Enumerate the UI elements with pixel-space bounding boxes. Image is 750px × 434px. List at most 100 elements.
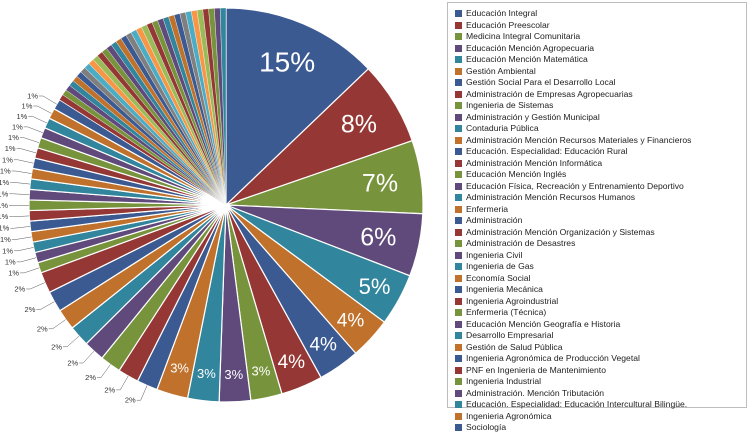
legend-item: Administración de Empresas Agropecuarias <box>455 89 746 101</box>
legend-label: Administración de Desastres <box>466 238 576 248</box>
legend-label: Educación Mención Geografía e Historia <box>466 318 621 329</box>
slice-label-21: 1% <box>8 268 19 277</box>
legend-item: Ingenieria de Sistemas <box>455 100 746 112</box>
slice-label-13: 2% <box>125 396 136 405</box>
slice-label-1: 15% <box>259 47 315 78</box>
legend-item: Ingenieria Mecánica <box>455 284 746 296</box>
legend-swatch <box>455 263 462 271</box>
slice-label-10: 3% <box>224 367 243 382</box>
legend-label: Administración y Gestión Municipal <box>466 111 600 122</box>
legend-label: Economía Social <box>466 272 531 283</box>
leader-line-34 <box>23 126 43 133</box>
legend-label: Educación Mención Matemática <box>466 54 588 64</box>
chart-legend: Educación Integral Educación Preescolar Me… <box>447 2 747 432</box>
legend-item: Ingenieria Agronómica de Producción Vege… <box>455 353 746 365</box>
leader-line-29 <box>10 182 31 185</box>
legend-item: Educación Integral <box>455 8 746 20</box>
slice-label-36: 1% <box>22 102 33 111</box>
legend-label: Administración <box>466 215 523 225</box>
legend-item: Ingenieria Civil <box>455 250 746 262</box>
legend-label: Medicina Integral Comunitaria <box>466 31 581 41</box>
legend-item: Administración <box>455 215 746 227</box>
legend-swatch <box>455 251 462 259</box>
legend-swatch <box>455 424 462 432</box>
slice-label-17: 2% <box>51 342 62 351</box>
legend-label: Ingenieria Civil <box>466 249 523 260</box>
legend-item: Gestión Ambiental <box>455 66 746 78</box>
legend-swatch <box>455 44 462 52</box>
slice-label-9: 3% <box>252 363 271 378</box>
slice-label-23: 1% <box>2 246 13 255</box>
legend-item: Administración de Desastres <box>455 238 746 250</box>
legend-label: Enfermeria (Técnica) <box>466 307 547 317</box>
legend-label: Gestión de Salud Pública <box>466 341 563 352</box>
legend-label: PNF en Ingenieria de Mantenimiento <box>466 364 606 375</box>
legend-label: Gestión Ambiental <box>466 65 536 76</box>
legend-swatch <box>455 217 462 225</box>
legend-label: Administración Mención Organización y Si… <box>466 226 655 237</box>
legend-item: Enfermeria <box>455 204 746 216</box>
leader-line-37 <box>39 95 57 105</box>
legend-swatch <box>455 90 462 98</box>
legend-swatch <box>455 320 462 328</box>
legend-swatch <box>455 309 462 317</box>
slice-label-24: 1% <box>0 235 11 244</box>
slice-label-7: 4% <box>309 334 337 355</box>
legend-item: Sociología <box>455 422 746 434</box>
legend-swatch <box>455 355 462 363</box>
slice-label-27: 1% <box>0 201 8 210</box>
legend-swatch <box>455 194 462 202</box>
legend-swatch <box>455 228 462 236</box>
legend-swatch <box>455 113 462 121</box>
legend-label: Administración. Mención Tributación <box>466 387 605 398</box>
legend-swatch <box>455 286 462 294</box>
slice-label-11: 3% <box>197 366 216 381</box>
legend-swatch <box>455 21 462 29</box>
leader-line-19 <box>36 301 55 310</box>
slice-label-12: 3% <box>170 361 189 376</box>
slice-label-2: 8% <box>341 111 377 139</box>
leader-line-18 <box>48 319 66 330</box>
legend-swatch <box>455 240 462 248</box>
legend-swatch <box>455 412 462 420</box>
legend-label: Ingenieria Agronómica de Producción Vege… <box>466 353 640 363</box>
legend-swatch <box>455 274 462 282</box>
legend-label: Contaduria Pública <box>466 123 539 133</box>
legend-swatch <box>455 366 462 374</box>
leader-line-13 <box>136 385 148 401</box>
legend-item: Administración y Gestión Municipal <box>455 112 746 124</box>
legend-item: Educación. Especialidad: Educación Inter… <box>455 399 746 411</box>
legend-label: Gestión Social Para el Desarrollo Local <box>466 77 616 87</box>
leader-line-30 <box>11 170 32 174</box>
legend-swatch <box>455 171 462 179</box>
legend-swatch <box>455 67 462 75</box>
legend-item: Contaduria Pública <box>455 123 746 135</box>
pie-slices <box>28 7 424 403</box>
leader-line-15 <box>97 364 111 378</box>
slice-label-6: 4% <box>337 310 365 331</box>
legend-label: Desarrollo Empresarial <box>466 330 554 340</box>
legend-swatch <box>455 378 462 386</box>
legend-label: Sociología <box>466 422 507 432</box>
legend-label: Ingenieria Industrial <box>466 376 542 386</box>
legend-label: Ingenieria de Gas <box>466 261 534 271</box>
legend-swatch <box>455 332 462 340</box>
slice-label-5: 5% <box>359 274 391 299</box>
slice-label-16: 2% <box>67 359 78 368</box>
pie-chart: 15%8%7%6%5%4%4%4%3%3%3%3%2%2%2%2%2%2%2%2… <box>0 7 424 405</box>
legend-item: Educación Mención Inglés <box>455 169 746 181</box>
legend-item: Ingenieria de Gas <box>455 261 746 273</box>
legend-label: Administración Mención Informática <box>466 157 603 168</box>
slice-label-18: 2% <box>37 324 48 333</box>
slice-label-15: 2% <box>85 373 96 382</box>
leader-line-20 <box>26 282 45 290</box>
legend-item: Ingenieria Agronómica <box>455 411 746 423</box>
legend-swatch <box>455 343 462 351</box>
legend-item: Ingenieria Agroindustrial <box>455 296 746 308</box>
slice-label-31: 1% <box>2 155 13 164</box>
leader-line-36 <box>33 105 52 114</box>
legend-label: Educación. Especialidad: Educación Rural <box>466 146 628 156</box>
slice-label-8: 4% <box>278 352 306 373</box>
legend-label: Educación. Especialidad: Educación Inter… <box>466 399 688 409</box>
